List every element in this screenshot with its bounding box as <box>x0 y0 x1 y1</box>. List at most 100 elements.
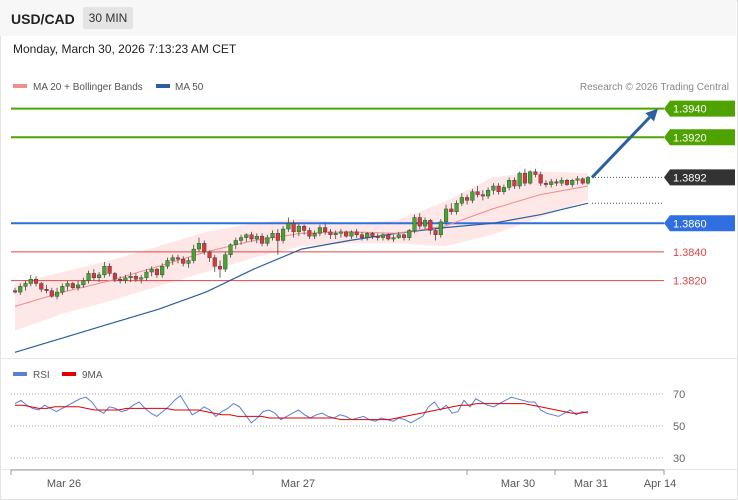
candle <box>302 224 307 235</box>
rsi-legend-label: RSI <box>33 370 50 381</box>
candle <box>475 186 480 198</box>
rsi-line <box>14 394 589 424</box>
rsi-tick-70: 70 <box>673 389 685 401</box>
candle <box>170 254 175 265</box>
candle <box>344 230 349 238</box>
candle <box>139 274 144 284</box>
level-tag-1.3860 <box>664 215 735 232</box>
candle <box>564 178 570 186</box>
candle <box>438 218 443 238</box>
candle <box>154 267 159 278</box>
candle <box>18 283 23 295</box>
projection-arrow-head <box>645 108 658 122</box>
last-price-tag <box>664 169 735 186</box>
candle <box>76 280 81 291</box>
candle <box>323 223 328 235</box>
candle <box>365 231 370 241</box>
candle <box>380 233 386 241</box>
rsi-ma-legend-label: 9MA <box>82 370 103 381</box>
timeframe-badge[interactable]: 30 MIN <box>83 7 133 29</box>
candle <box>249 231 254 242</box>
candle <box>549 178 554 188</box>
candle <box>496 183 501 195</box>
candle <box>260 233 265 247</box>
candle <box>128 272 133 283</box>
candle <box>33 276 39 287</box>
candle <box>417 213 422 229</box>
candle <box>401 233 407 241</box>
candle <box>338 229 343 238</box>
candle <box>233 237 238 250</box>
candle <box>112 272 117 283</box>
candle <box>244 233 249 242</box>
candle <box>65 280 70 291</box>
candle <box>160 263 165 278</box>
symbol-label: USD/CAD <box>11 11 75 27</box>
candle <box>23 280 28 291</box>
time-axis-label: Apr 14 <box>644 478 676 490</box>
ma20-line <box>14 185 589 307</box>
candle <box>349 230 354 240</box>
candle <box>223 251 228 272</box>
candle <box>580 177 585 185</box>
rsi-ma-legend-swatch <box>62 372 76 376</box>
candle <box>123 274 128 284</box>
candle <box>512 177 517 189</box>
candle <box>118 276 123 284</box>
candle <box>444 204 449 225</box>
candle <box>97 272 102 283</box>
candle <box>543 180 548 188</box>
candle <box>12 287 18 294</box>
candle <box>528 170 533 185</box>
level-label-1.3940: 1.3940 <box>673 104 707 116</box>
candle <box>554 178 559 186</box>
time-axis-label: Mar 27 <box>281 478 315 490</box>
time-axis-label: Mar 31 <box>574 478 608 490</box>
candle <box>212 254 217 272</box>
projection-arrow-line <box>590 116 651 179</box>
candle <box>570 178 575 188</box>
candle <box>459 193 464 207</box>
candle <box>196 237 202 252</box>
candle <box>333 230 338 240</box>
candle <box>533 168 538 178</box>
rsi-tick-50: 50 <box>673 421 685 433</box>
candle <box>370 231 375 240</box>
candle <box>317 224 322 237</box>
candle <box>28 274 33 287</box>
candle <box>265 234 270 247</box>
ma50-line <box>14 202 589 353</box>
candle <box>286 217 291 232</box>
candle <box>354 229 359 238</box>
candle <box>486 187 491 199</box>
last-price-label: 1.3892 <box>673 172 707 184</box>
candle <box>585 175 591 185</box>
candle <box>328 229 333 240</box>
time-axis-label: Mar 30 <box>501 478 535 490</box>
candle <box>144 269 149 281</box>
candle <box>91 269 96 281</box>
candle <box>60 283 65 295</box>
candle <box>217 260 223 278</box>
datetime-label: Monday, March 30, 2026 7:13:23 AM CET <box>13 42 237 56</box>
candle <box>44 284 49 294</box>
candle <box>359 231 364 241</box>
level-label-1.3820: 1.3820 <box>673 276 707 288</box>
candle <box>449 203 454 215</box>
candle <box>296 223 301 237</box>
candle <box>55 287 60 300</box>
candle <box>165 257 170 270</box>
candle <box>538 171 543 186</box>
candle <box>254 233 259 244</box>
candle <box>470 188 475 204</box>
candle <box>281 226 286 244</box>
candle <box>422 217 428 229</box>
copyright-text: Research © 2026 Trading Central <box>580 82 729 93</box>
candle <box>522 168 527 186</box>
level-tag-1.3920 <box>664 129 735 146</box>
level-label-1.3860: 1.3860 <box>673 218 707 230</box>
candle <box>375 233 380 241</box>
candle <box>102 261 107 278</box>
